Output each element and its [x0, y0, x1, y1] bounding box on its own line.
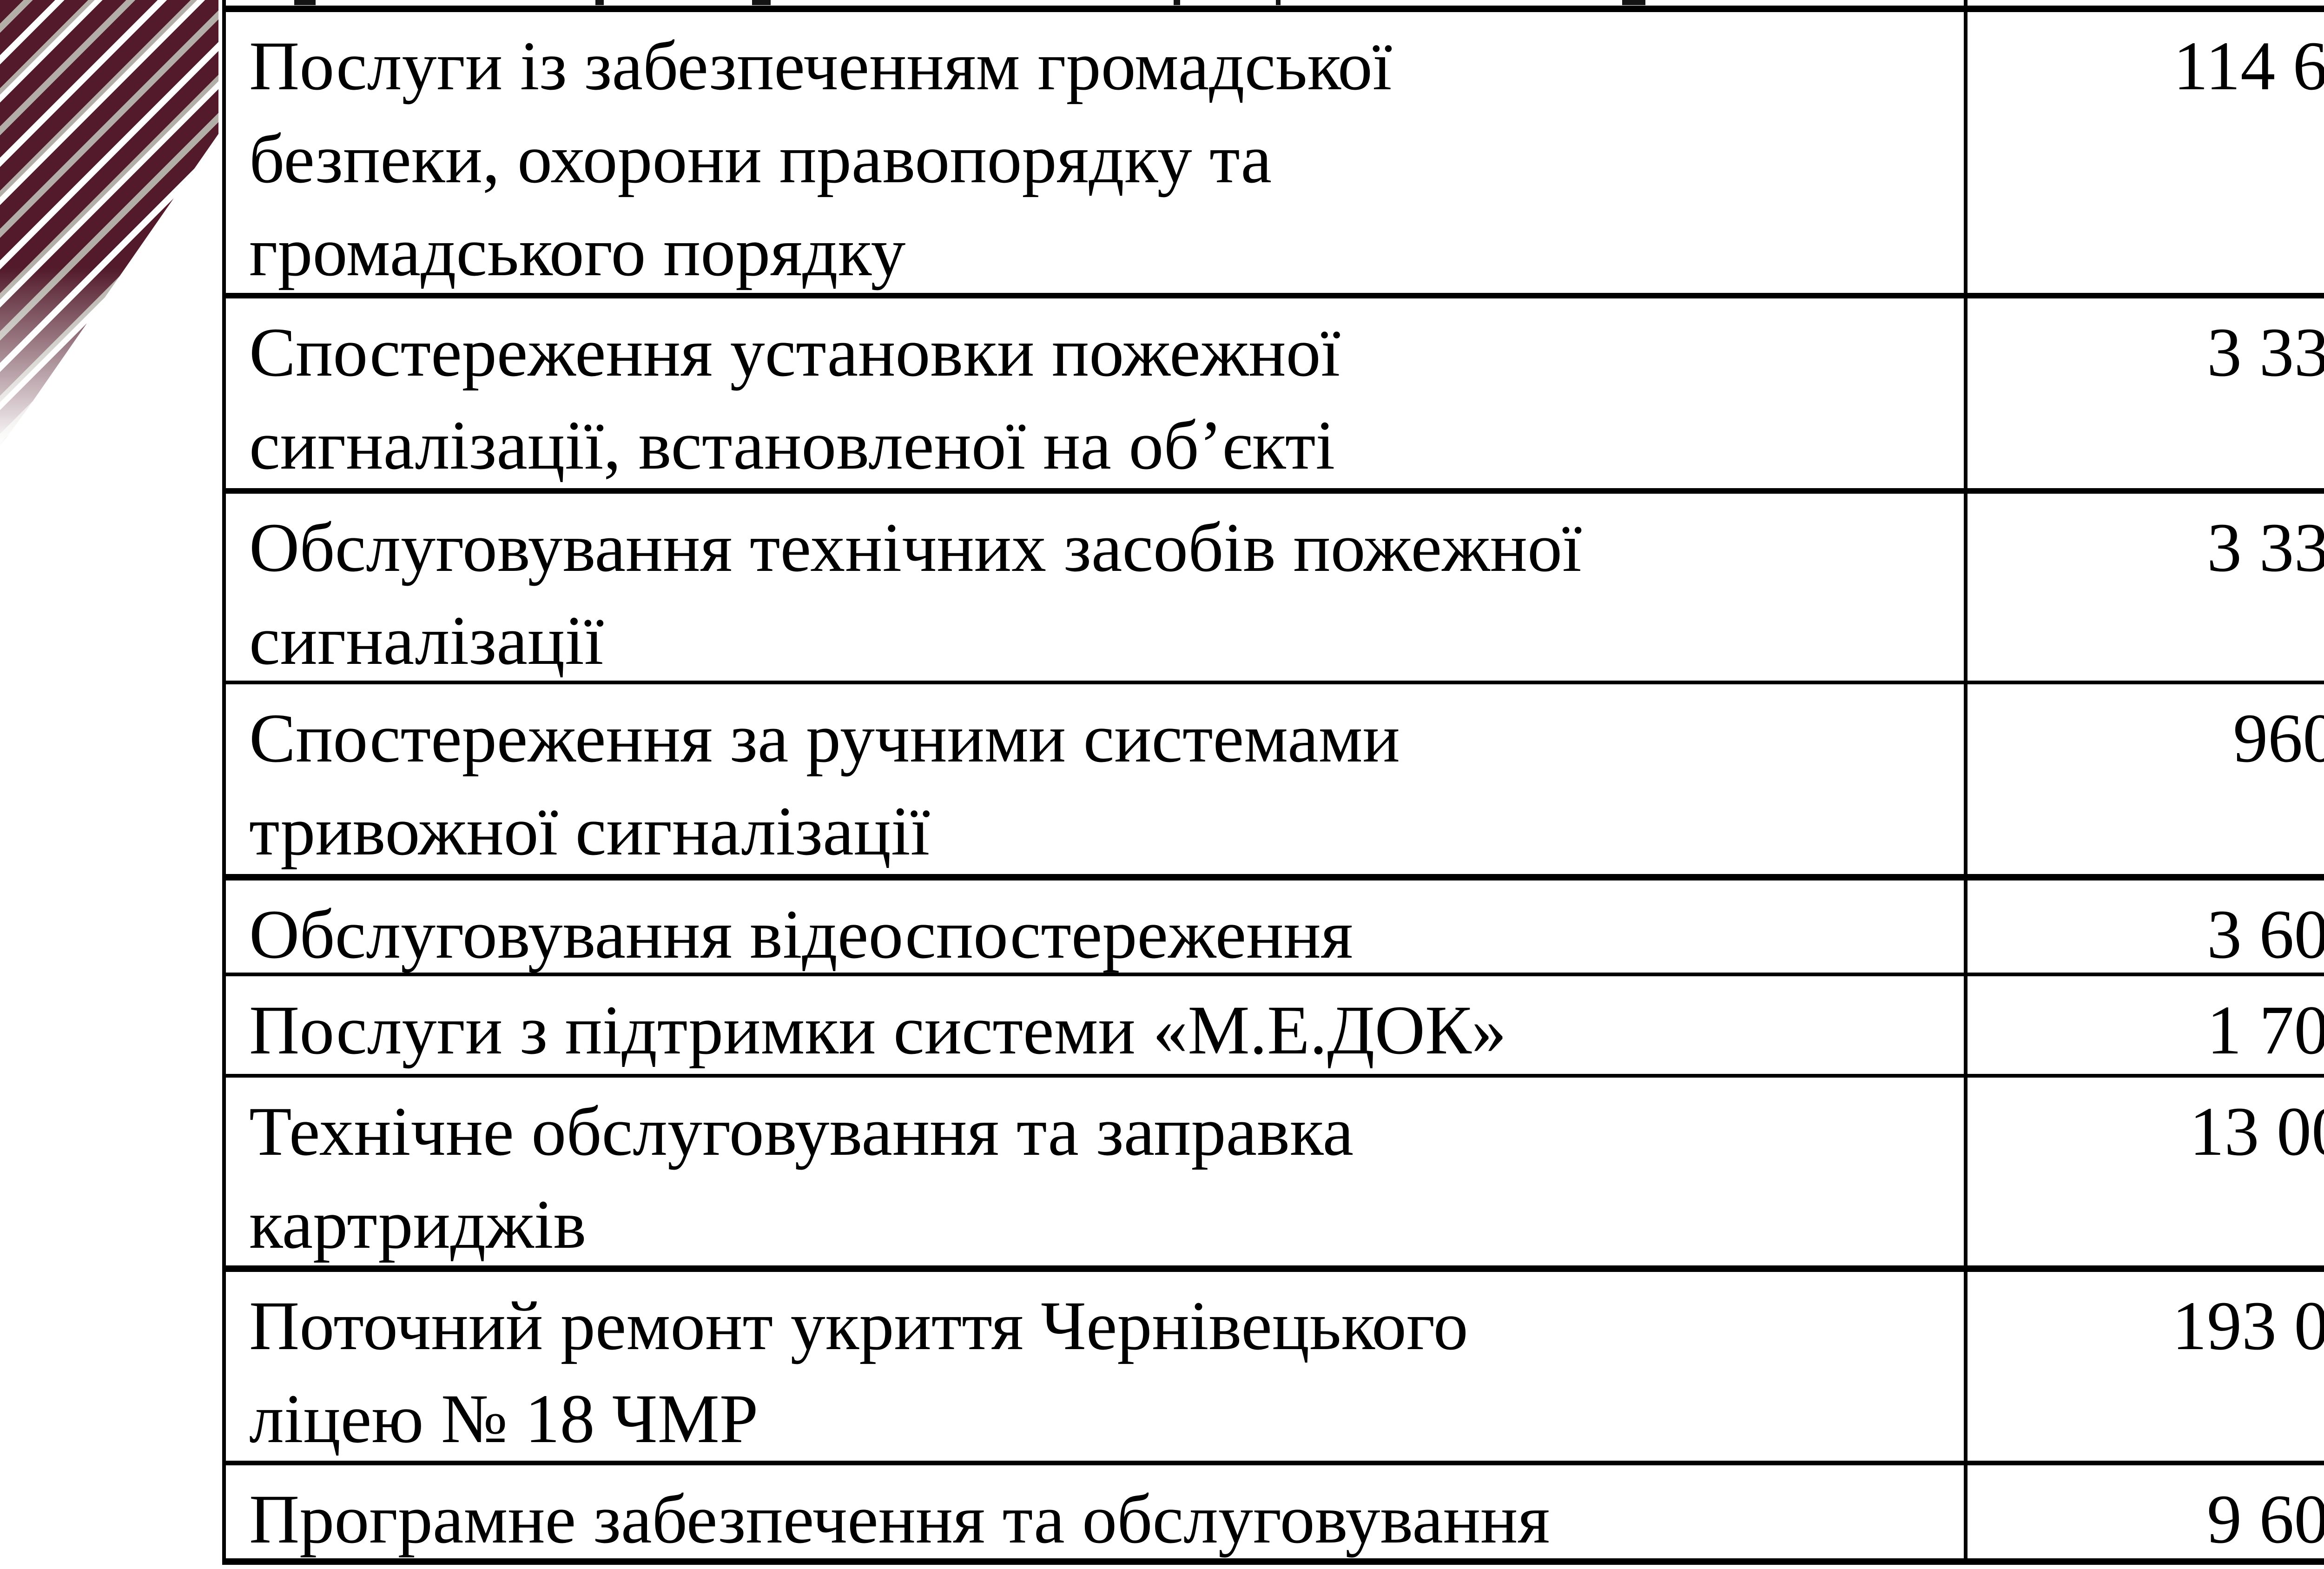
text-line: Послуги із забезпеченням громадської	[249, 27, 1392, 105]
service-description-cell: Обслуговування відеоспостереження	[226, 880, 1967, 973]
table-row: Обслуговування відеоспостереження 3 600,…	[226, 874, 2324, 973]
cut-off-text-fragment	[1174, 0, 1180, 5]
service-description-cell: Послуги з підтримки системи «М.Е.ДОК»	[226, 976, 1967, 1074]
amount-cell: 960,00	[2233, 700, 2324, 777]
amount-cell: 9 600,00	[2207, 1481, 2324, 1558]
amount-cell	[1967, 0, 2324, 6]
service-description-cell: Поточний ремонт укриття Чернівецького лі…	[226, 1272, 1967, 1461]
amount-cell: 1 700,00	[2207, 992, 2324, 1069]
expenses-table: Послуги із забезпеченням громадської без…	[222, 0, 2324, 1565]
table-row: Спостереження за ручними системами триво…	[226, 681, 2324, 874]
text-line: Обслуговування технічних засобів пожежно…	[249, 509, 1582, 586]
service-description-cell: Спостереження за ручними системами триво…	[226, 684, 1967, 874]
text-line: сигналізації, встановленої на об’єкті	[249, 407, 1335, 484]
service-description-cell: Спостереження установки пожежної сигналі…	[226, 298, 1967, 488]
text-line: Технічне обслуговування та заправка	[249, 1093, 1354, 1170]
text-line: Спостереження установки пожежної	[249, 314, 1340, 391]
cut-off-text-fragment	[752, 0, 771, 5]
amount-cell: 114 667,00	[2173, 27, 2324, 105]
text-line: безпеки, охорони правопорядку та	[249, 120, 1272, 198]
table-row: Спостереження установки пожежної сигналі…	[226, 293, 2324, 488]
table-row: Обслуговування технічних засобів пожежно…	[226, 488, 2324, 681]
table-row: Послуги із забезпеченням громадської без…	[226, 6, 2324, 293]
table-row: Програмне забезпечення та обслуговування…	[226, 1461, 2324, 1565]
text-line: Спостереження за ручними системами	[249, 700, 1400, 777]
cut-off-text-fragment	[1622, 0, 1645, 5]
text-line: Послуги з підтримки системи «М.Е.ДОК»	[249, 992, 1506, 1069]
text-line: Програмне забезпечення та обслуговування	[249, 1481, 1550, 1558]
amount-cell: 3 600,00	[2207, 896, 2324, 973]
amount-cell: 13 000,00	[2189, 1093, 2324, 1170]
text-line: сигналізації	[249, 602, 604, 679]
service-description-cell: Програмне забезпечення та обслуговування	[226, 1465, 1967, 1558]
text-line: громадського порядку	[249, 213, 906, 291]
brush-stroke-decoration-left	[0, 0, 218, 446]
cut-off-text-fragment	[294, 0, 316, 5]
table-row: Послуги з підтримки системи «М.Е.ДОК» 1 …	[226, 973, 2324, 1074]
service-description-cell: Обслуговування технічних засобів пожежно…	[226, 494, 1967, 681]
amount-cell: 193 042,00	[2172, 1287, 2324, 1364]
cut-off-text-fragment	[1276, 0, 1281, 5]
text-line: тривожної сигналізації	[249, 793, 930, 870]
service-description-cell: Технічне обслуговування та заправка карт…	[226, 1078, 1967, 1265]
table-row: Поточний ремонт укриття Чернівецького лі…	[226, 1265, 2324, 1461]
text-line: ліцею № 18 ЧМР	[249, 1380, 759, 1457]
amount-cell: 3 333,33	[2207, 314, 2324, 391]
table-row: Технічне обслуговування та заправка карт…	[226, 1074, 2324, 1265]
text-line: Поточний ремонт укриття Чернівецького	[249, 1287, 1468, 1364]
cut-off-text-fragment	[595, 0, 604, 5]
amount-cell: 3 333,33	[2207, 509, 2324, 586]
text-line: Обслуговування відеоспостереження	[249, 896, 1353, 973]
service-description-cell	[226, 0, 1967, 6]
text-line: картриджів	[249, 1186, 587, 1263]
service-description-cell: Послуги із забезпеченням громадської без…	[226, 12, 1967, 293]
table-row-cut-off	[226, 0, 2324, 6]
